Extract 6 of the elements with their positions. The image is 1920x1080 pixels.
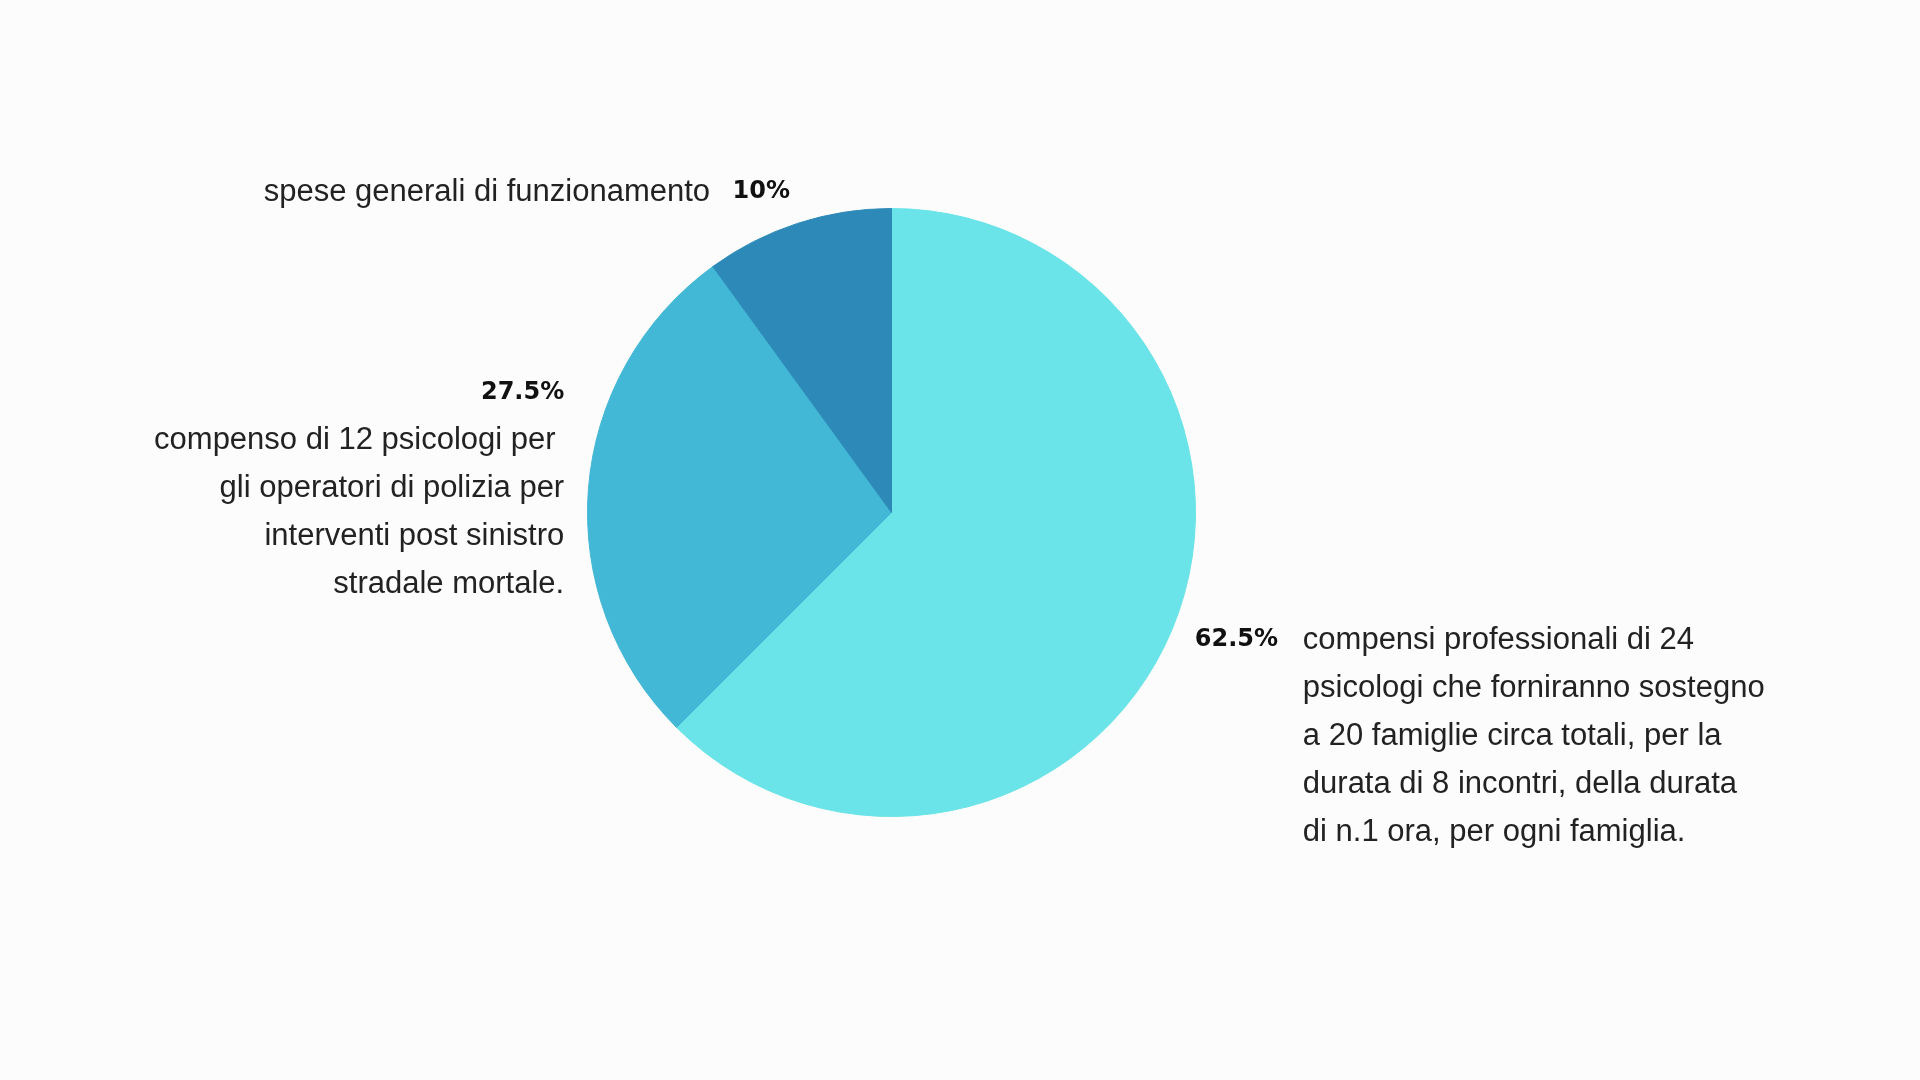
data-label: 62.5%: [1194, 624, 1279, 653]
data-label: 10%: [732, 176, 791, 205]
data-label: 27.5%: [480, 376, 565, 405]
slice-label: spese generali di funzionamento: [263, 172, 711, 208]
slice-label: compenso di 12 psicologi per gli operatori di polizia per interventi post sinistro stradale mortale.: [154, 421, 565, 601]
slice-label: compensi professionali di 24 psicologi che forniranno sostegno a 20 famiglie circa totali, per la durata di 8 incontri, della durata di n.1 ora, per ogni famiglia.: [1302, 620, 1765, 848]
